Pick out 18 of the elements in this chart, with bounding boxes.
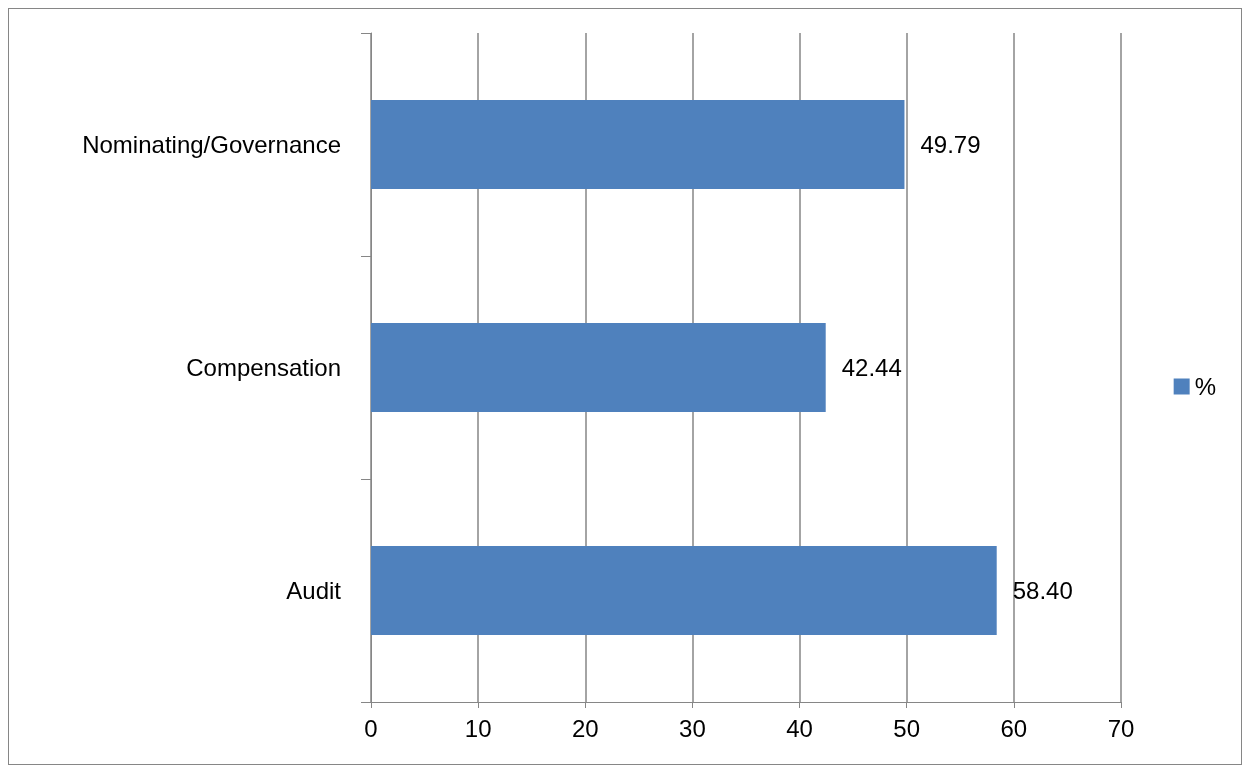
legend-label: % bbox=[1194, 373, 1216, 400]
x-tick-label: 20 bbox=[571, 714, 599, 742]
bar bbox=[371, 545, 997, 636]
data-label: 58.40 bbox=[1012, 577, 1073, 604]
bar bbox=[371, 322, 826, 413]
x-tick-label: 40 bbox=[786, 714, 813, 742]
y-tick-label: Compensation bbox=[186, 354, 341, 381]
x-tick-label: 60 bbox=[1000, 714, 1028, 742]
data-label: 42.44 bbox=[841, 354, 902, 381]
x-tick-label: 30 bbox=[679, 714, 706, 742]
x-tick-label: 70 bbox=[1107, 714, 1135, 742]
y-tick-label: Nominating/Governance bbox=[82, 131, 341, 158]
x-tick-label: 50 bbox=[893, 714, 921, 742]
x-tick-label: 10 bbox=[464, 714, 492, 742]
data-label: 49.79 bbox=[920, 131, 981, 158]
y-tick-label: Audit bbox=[286, 577, 342, 604]
bar bbox=[371, 99, 905, 190]
x-tick-label: 0 bbox=[364, 714, 378, 742]
